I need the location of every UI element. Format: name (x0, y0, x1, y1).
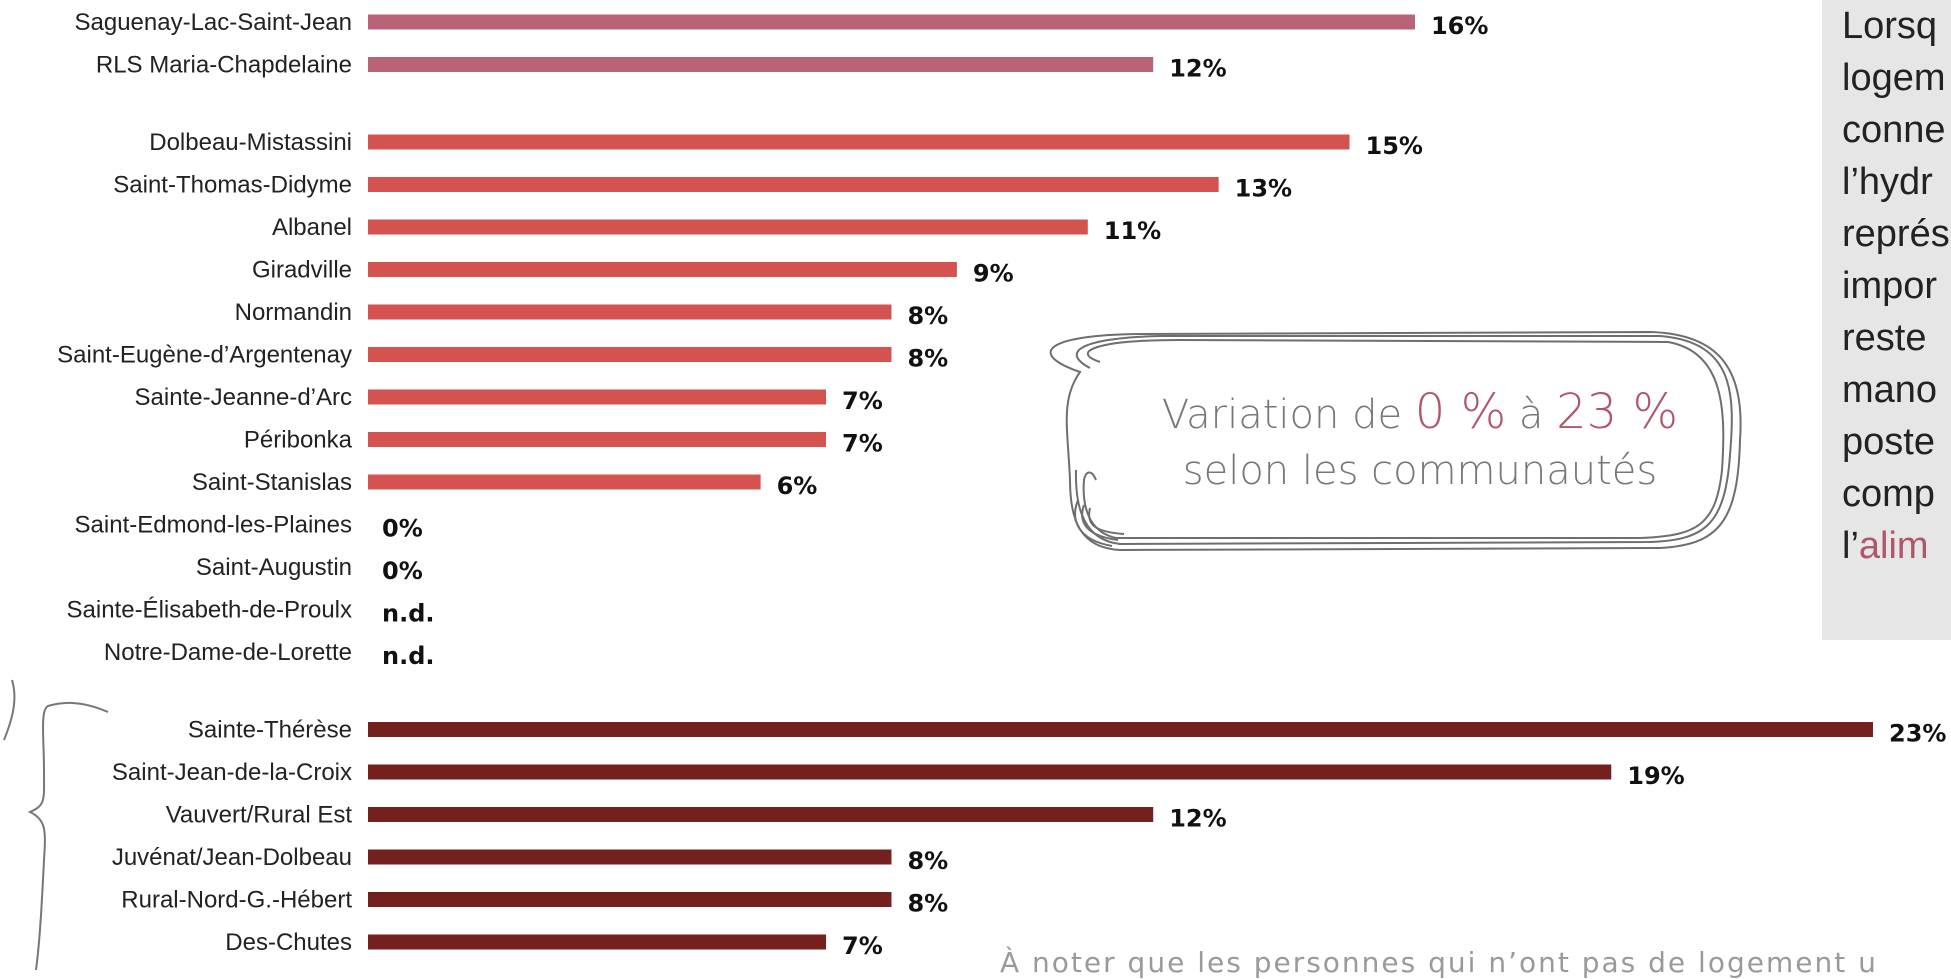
value-label: 7% (842, 430, 883, 458)
category-label: Saint-Stanislas (192, 469, 352, 496)
category-label: RLS Maria-Chapdelaine (96, 52, 352, 79)
value-label: 9% (973, 260, 1014, 288)
bar (368, 474, 761, 490)
side-line: comp (1842, 473, 1935, 515)
side-line: conne (1842, 109, 1946, 151)
footnote: À noter que les personnes qui n’ont pas … (1000, 946, 1878, 979)
side-last-prefix: l’ (1842, 525, 1859, 567)
side-line: représ (1842, 213, 1950, 255)
bar (368, 722, 1873, 737)
side-line: logem (1842, 57, 1946, 99)
category-label: Normandin (235, 299, 352, 326)
callout-low-value: 0 % (1414, 384, 1507, 440)
category-label: Saint-Jean-de-la-Croix (112, 759, 352, 786)
category-label: Juvénat/Jean-Dolbeau (112, 844, 352, 871)
category-label: Saguenay-Lac-Saint-Jean (74, 9, 352, 36)
value-label: 15% (1366, 132, 1423, 160)
bar (368, 262, 957, 277)
value-label: n.d. (382, 600, 435, 628)
bar (368, 219, 1088, 235)
value-label: 12% (1169, 55, 1226, 83)
side-last-highlight: alim (1858, 525, 1929, 567)
category-label: Des-Chutes (225, 929, 352, 956)
value-label: 8% (907, 302, 948, 330)
callout-mid: à (1506, 392, 1557, 438)
bar (368, 177, 1219, 192)
side-line: l’hydr (1842, 161, 1933, 203)
bar (368, 304, 892, 320)
value-label: 8% (907, 345, 948, 373)
bar (368, 892, 892, 907)
value-label: n.d. (382, 642, 435, 670)
side-line-last: l’alim (1842, 520, 1951, 572)
value-label: 8% (907, 890, 948, 918)
bar (368, 134, 1350, 150)
bar (368, 934, 827, 950)
bar (368, 432, 827, 447)
callout-high-value: 23 % (1556, 384, 1679, 440)
category-label: Saint-Thomas-Didyme (113, 172, 352, 199)
category-label: Sainte-Thérèse (188, 717, 352, 744)
callout-line2: selon les communautés (1182, 448, 1658, 494)
side-line: impor (1842, 265, 1938, 307)
category-label: Giradville (252, 257, 352, 284)
side-text-box: Lorsq logem conne l’hydr représ impor re… (1822, 0, 1951, 640)
value-label: 16% (1431, 12, 1488, 40)
category-label: Saint-Eugène-d’Argentenay (57, 342, 352, 369)
callout-scribble-outline (1049, 330, 1742, 552)
category-label: Saint-Edmond-les-Plaines (75, 512, 352, 539)
category-label: Vauvert/Rural Est (166, 802, 353, 829)
value-label: 11% (1104, 217, 1161, 245)
value-label: 0% (382, 557, 423, 585)
side-line: reste (1842, 317, 1927, 359)
side-line: mano (1842, 369, 1938, 411)
category-label: Sainte-Élisabeth-de-Proulx (67, 597, 352, 624)
bar (368, 347, 892, 362)
category-label: Saint-Augustin (196, 554, 352, 581)
bar (368, 764, 1612, 780)
category-label: Albanel (272, 214, 352, 241)
value-label: 7% (842, 387, 883, 415)
bar (368, 389, 827, 405)
value-label: 12% (1169, 805, 1226, 833)
value-label: 0% (382, 515, 423, 543)
group-bracket (3, 679, 109, 970)
value-label: 6% (777, 472, 818, 500)
value-label: 13% (1235, 175, 1292, 203)
category-label: Sainte-Jeanne-d’Arc (135, 384, 352, 411)
side-line: poste (1842, 421, 1935, 463)
category-label: Péribonka (244, 427, 353, 454)
value-label: 7% (842, 932, 883, 960)
category-label: Notre-Dame-de-Lorette (104, 639, 352, 666)
bar (368, 57, 1154, 72)
value-label: 19% (1627, 762, 1684, 790)
category-label: Dolbeau-Mistassini (149, 129, 352, 156)
value-label: 8% (907, 847, 948, 875)
bar (368, 807, 1154, 822)
category-label: Rural-Nord-G.-Hébert (121, 887, 352, 914)
callout-prefix: Variation de (1161, 392, 1415, 438)
bar (368, 849, 892, 865)
bar (368, 14, 1415, 30)
value-label: 23% (1889, 720, 1946, 748)
callout-text: Variation de 0 % à 23 % selon les commun… (1060, 384, 1780, 499)
bars-layer: Saguenay-Lac-Saint-Jean 16% RLS Maria-Chap… (57, 9, 1946, 960)
side-line: Lorsq (1842, 5, 1938, 47)
